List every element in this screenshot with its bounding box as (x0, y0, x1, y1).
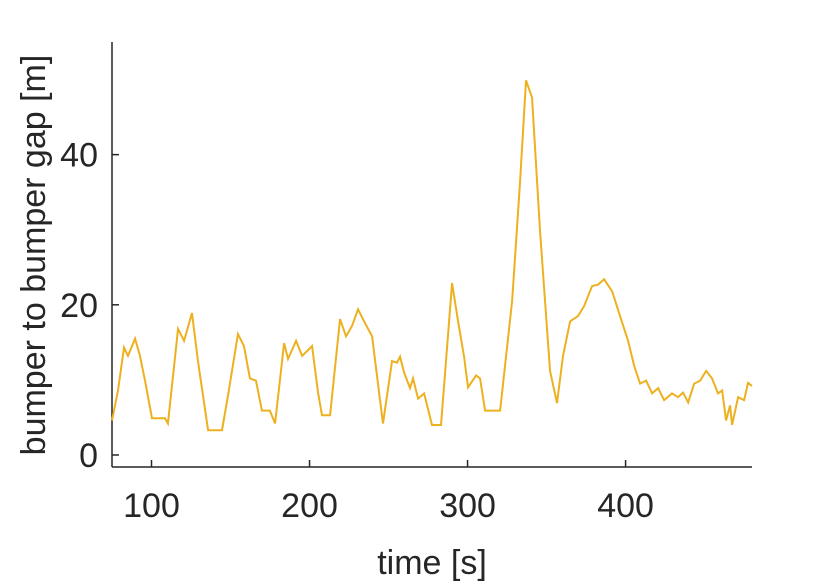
x-tick-label: 400 (597, 487, 654, 525)
y-tick-label: 20 (60, 287, 98, 325)
x-tick-label: 100 (123, 487, 180, 525)
data-line (111, 79, 753, 432)
y-tick-label: 0 (79, 437, 98, 475)
y-axis-label: bumper to bumper gap [m] (15, 55, 53, 456)
x-axis-label: time [s] (377, 544, 487, 582)
x-tick-label: 300 (439, 487, 496, 525)
y-tick-label: 40 (60, 137, 98, 175)
x-tick-label: 200 (281, 487, 338, 525)
